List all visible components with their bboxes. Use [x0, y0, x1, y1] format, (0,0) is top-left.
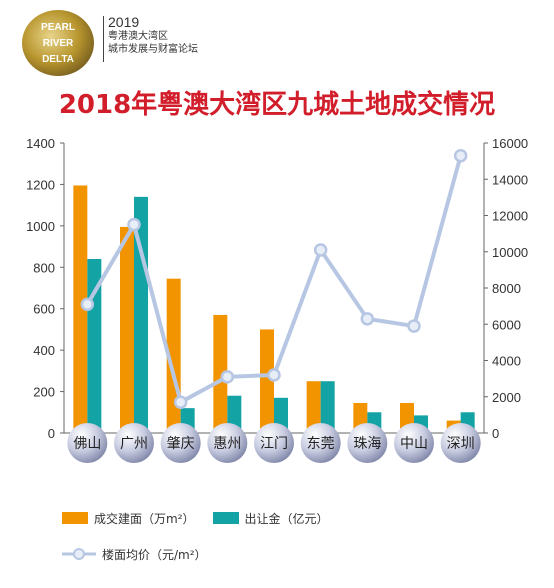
legend-amount-swatch	[212, 512, 239, 524]
price-point	[407, 319, 421, 333]
bar-amount	[320, 381, 335, 433]
logo-text-3: DELTA	[42, 54, 74, 65]
legend-area-swatch	[62, 512, 88, 524]
left-tick-label: 400	[33, 343, 55, 358]
forum-subtitle-1: 粤港澳大湾区	[108, 31, 168, 42]
left-tick-label: 1000	[26, 219, 55, 234]
left-tick-label: 0	[48, 426, 55, 441]
category-bubble	[67, 423, 108, 463]
bar-area	[213, 314, 228, 433]
legend-price-swatch	[62, 548, 96, 560]
price-point	[220, 370, 235, 384]
category-bubble	[114, 423, 154, 463]
forum-info: 2019 粤港澳大湾区 城市发展与财富论坛	[108, 14, 198, 56]
legend-amount-label: 出让金（亿元）	[244, 511, 329, 526]
price-point	[360, 312, 375, 326]
chart: 0200400600800100012001400020004000600080…	[26, 136, 528, 463]
right-tick-label: 6000	[492, 317, 521, 332]
forum-year: 2019	[108, 14, 140, 30]
category-label: 肇庆	[167, 436, 195, 452]
logo-text-2: RIVER	[43, 38, 74, 49]
header: PEARL RIVER DELTA 2019 粤港澳大湾区 城市发展与财富论坛	[0, 0, 554, 80]
logo-text-1: PEARL	[41, 22, 75, 33]
legend: 成交建面（万m²） 出让金（亿元） 楼面均价（元/m²）	[62, 508, 347, 580]
right-tick-label: 8000	[492, 281, 521, 296]
legend-area: 成交建面（万m²）	[62, 510, 195, 527]
bar-area	[260, 329, 274, 433]
right-tick-label: 2000	[492, 390, 521, 405]
right-tick-label: 0	[492, 426, 499, 441]
category-bubble	[394, 423, 434, 463]
right-tick-label: 14000	[492, 172, 528, 187]
forum-subtitle-2: 城市发展与财富论坛	[108, 44, 198, 55]
left-tick-label: 1200	[26, 177, 55, 192]
category-bubble	[207, 423, 248, 463]
legend-price: 楼面均价（元/m²）	[62, 546, 207, 563]
bar-area	[120, 226, 134, 433]
category-label: 江门	[260, 436, 288, 452]
price-point	[80, 297, 95, 312]
price-point	[313, 243, 328, 257]
category-bubble	[160, 423, 201, 463]
category-label: 广州	[120, 436, 148, 452]
category-bubble	[347, 423, 388, 463]
bar-area	[73, 185, 88, 433]
chart-title: 2018年粤澳大湾区九城土地成交情况	[58, 90, 496, 120]
right-tick-label: 4000	[492, 354, 521, 369]
price-point	[173, 395, 188, 409]
category-label: 珠海	[353, 436, 381, 452]
bar-amount	[134, 196, 148, 433]
price-point	[267, 368, 281, 382]
category-label: 惠州	[213, 436, 241, 452]
legend-area-label: 成交建面（万m²）	[94, 511, 195, 526]
left-tick-label: 800	[33, 260, 55, 275]
price-point	[127, 217, 141, 232]
category-bubble	[254, 423, 294, 463]
category-bubble	[300, 423, 341, 463]
header-divider	[103, 16, 104, 62]
right-tick-label: 16000	[492, 136, 528, 151]
right-tick-label: 12000	[492, 209, 528, 224]
category-label: 深圳	[447, 436, 475, 452]
category-bubble	[440, 423, 481, 463]
legend-amount: 出让金（亿元）	[212, 510, 329, 527]
pearl-river-delta-logo: PEARL RIVER DELTA	[22, 10, 94, 76]
price-point	[453, 148, 468, 163]
category-label: 中山	[400, 436, 428, 452]
legend-price-label: 楼面均价（元/m²）	[102, 547, 207, 562]
bar-area	[306, 381, 321, 433]
category-label: 佛山	[73, 436, 101, 452]
category-label: 东莞	[307, 436, 335, 452]
left-tick-label: 1400	[26, 136, 55, 151]
right-tick-label: 10000	[492, 245, 528, 260]
left-tick-label: 200	[33, 385, 55, 400]
left-tick-label: 600	[33, 302, 55, 317]
